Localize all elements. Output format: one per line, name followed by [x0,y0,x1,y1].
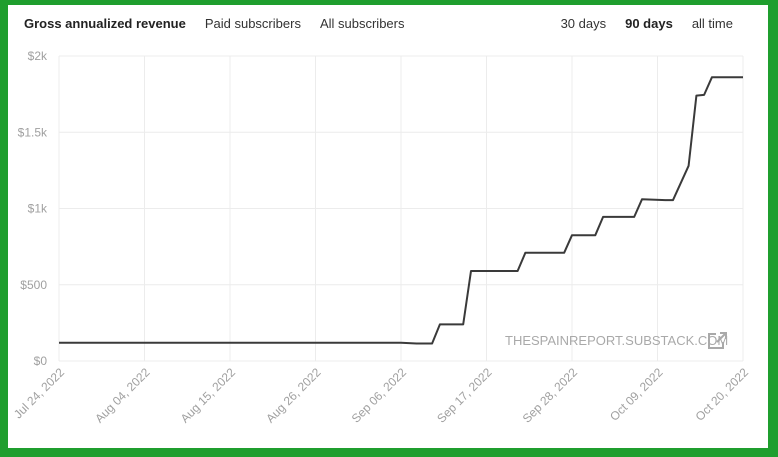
x-tick-label: Sep 28, 2022 [520,365,581,426]
y-axis: $0 $500 $1k $1.5k $2k [18,49,48,368]
tab-30-days[interactable]: 30 days [560,16,607,31]
series-group [59,76,743,345]
tab-all-subscribers[interactable]: All subscribers [319,16,405,31]
external-link-icon[interactable] [708,332,727,349]
x-tick-label: Oct 20, 2022 [693,365,752,424]
x-tick-label: Aug 04, 2022 [92,365,153,426]
x-tick-label: Sep 17, 2022 [434,365,495,426]
x-tick-label: Sep 06, 2022 [349,365,410,426]
tab-90-days[interactable]: 90 days [625,16,673,31]
y-tick-label: $2k [28,49,48,63]
x-tick-label: Aug 26, 2022 [263,365,324,426]
y-tick-label: $1k [28,202,48,216]
chart-grid [58,55,744,362]
y-tick-label: $500 [20,278,47,292]
tab-gross-annualized-revenue[interactable]: Gross annualized revenue [24,16,186,31]
y-tick-label: $1.5k [18,125,48,139]
revenue-line-chart: $0 $500 $1k $1.5k $2k Jul 24, 2022 Aug 04, 20… [11,49,751,426]
x-tick-label: Jul 24, 2022 [11,365,67,421]
metric-tabs: Gross annualized revenue Paid subscriber… [24,16,404,31]
tab-all-time[interactable]: all time [691,16,733,31]
tab-paid-subscribers[interactable]: Paid subscribers [204,16,301,31]
range-tabs: 30 days 90 days all time [561,16,733,31]
chart-card: Gross annualized revenue Paid subscriber… [8,5,768,448]
y-tick-label: $0 [34,354,48,368]
revenue-series-line [59,76,743,345]
watermark-text: THESPAINREPORT.SUBSTACK.COM [505,333,728,348]
x-axis: Jul 24, 2022 Aug 04, 2022 Aug 15, 2022 Aug … [11,365,751,426]
x-tick-label: Oct 09, 2022 [607,365,666,424]
x-tick-label: Aug 15, 2022 [178,365,239,426]
